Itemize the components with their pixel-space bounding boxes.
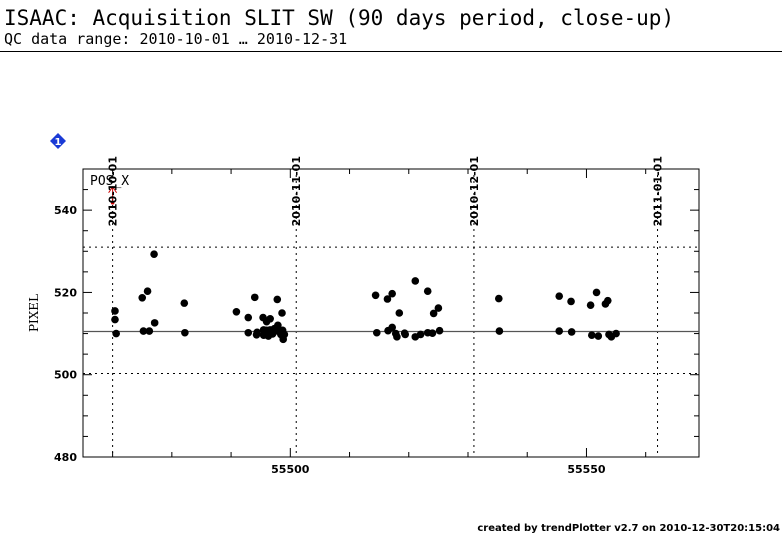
data-point <box>145 327 154 335</box>
parameter-label: POS_X <box>90 174 129 189</box>
data-point <box>586 301 595 309</box>
date-tick-label: 2010-10-01 <box>107 156 120 226</box>
data-point <box>371 291 380 300</box>
data-point <box>138 293 147 302</box>
data-point <box>434 304 443 312</box>
data-point <box>592 288 601 297</box>
data-point <box>278 309 286 317</box>
data-point <box>401 330 410 339</box>
data-point <box>393 333 401 341</box>
data-point <box>244 328 253 337</box>
grid-layer <box>83 169 699 457</box>
data-point <box>612 329 620 338</box>
x-tick-label: 55550 <box>567 463 606 476</box>
data-point <box>594 332 603 340</box>
axis-layer: 2010-10-01 2010-11-01 2010-12-01 2011-01-01… <box>54 156 699 476</box>
data-point <box>495 327 504 335</box>
date-tick-label: 2011-01-01 <box>652 156 665 226</box>
marker-label: 1 <box>55 137 62 148</box>
y-tick-label: 500 <box>54 369 77 382</box>
y-axis-label: PIXEL <box>27 294 41 332</box>
data-point <box>250 293 259 302</box>
data-point <box>111 307 119 315</box>
data-point <box>280 330 289 339</box>
data-point <box>603 296 612 305</box>
footer-credit: created by trendPlotter v2.7 on 2010-12-… <box>477 523 780 534</box>
page-title: ISAAC: Acquisition SLIT SW (90 days peri… <box>4 6 675 30</box>
data-point <box>180 299 189 307</box>
plot-frame <box>82 168 700 458</box>
data-point <box>111 315 119 324</box>
data-point <box>429 309 438 318</box>
outlier-arrowhead <box>108 185 118 194</box>
data-point <box>567 297 575 306</box>
data-point <box>181 328 189 337</box>
data-point <box>495 294 503 303</box>
data-point <box>244 313 253 322</box>
title-block: ISAAC: Acquisition SLIT SW (90 days peri… <box>4 6 674 48</box>
points-layer <box>108 185 620 344</box>
data-point <box>395 309 404 317</box>
data-point <box>232 307 241 316</box>
data-point <box>253 328 261 337</box>
data-point <box>274 321 282 330</box>
y-tick-label: 520 <box>54 286 77 299</box>
data-point <box>139 327 148 335</box>
y-tick-label: 480 <box>54 451 77 464</box>
data-point <box>388 289 396 298</box>
data-point <box>567 328 576 336</box>
data-point <box>555 327 564 335</box>
y-tick-label: 540 <box>54 204 77 217</box>
data-point <box>555 292 564 300</box>
data-point <box>150 319 159 327</box>
date-tick-label: 2010-12-01 <box>468 156 481 226</box>
data-point <box>112 329 120 338</box>
data-point <box>143 287 152 295</box>
data-point <box>423 287 432 295</box>
marker-diamond-icon: 1 <box>50 133 66 149</box>
data-point <box>428 329 437 337</box>
data-point <box>273 295 282 304</box>
data-point <box>266 314 274 323</box>
data-point <box>435 326 444 335</box>
data-point <box>587 331 596 340</box>
header-divider <box>0 51 782 52</box>
x-tick-label: 55500 <box>271 463 310 476</box>
data-point <box>150 250 158 258</box>
data-point <box>372 328 381 337</box>
data-point <box>411 277 420 285</box>
page-subtitle: QC data range: 2010-10-01 … 2010-12-31 <box>4 30 348 48</box>
data-point <box>388 323 396 332</box>
data-point <box>416 330 425 339</box>
date-tick-label: 2010-11-01 <box>290 156 303 226</box>
outlier-point <box>110 200 115 205</box>
data-point <box>383 295 392 303</box>
